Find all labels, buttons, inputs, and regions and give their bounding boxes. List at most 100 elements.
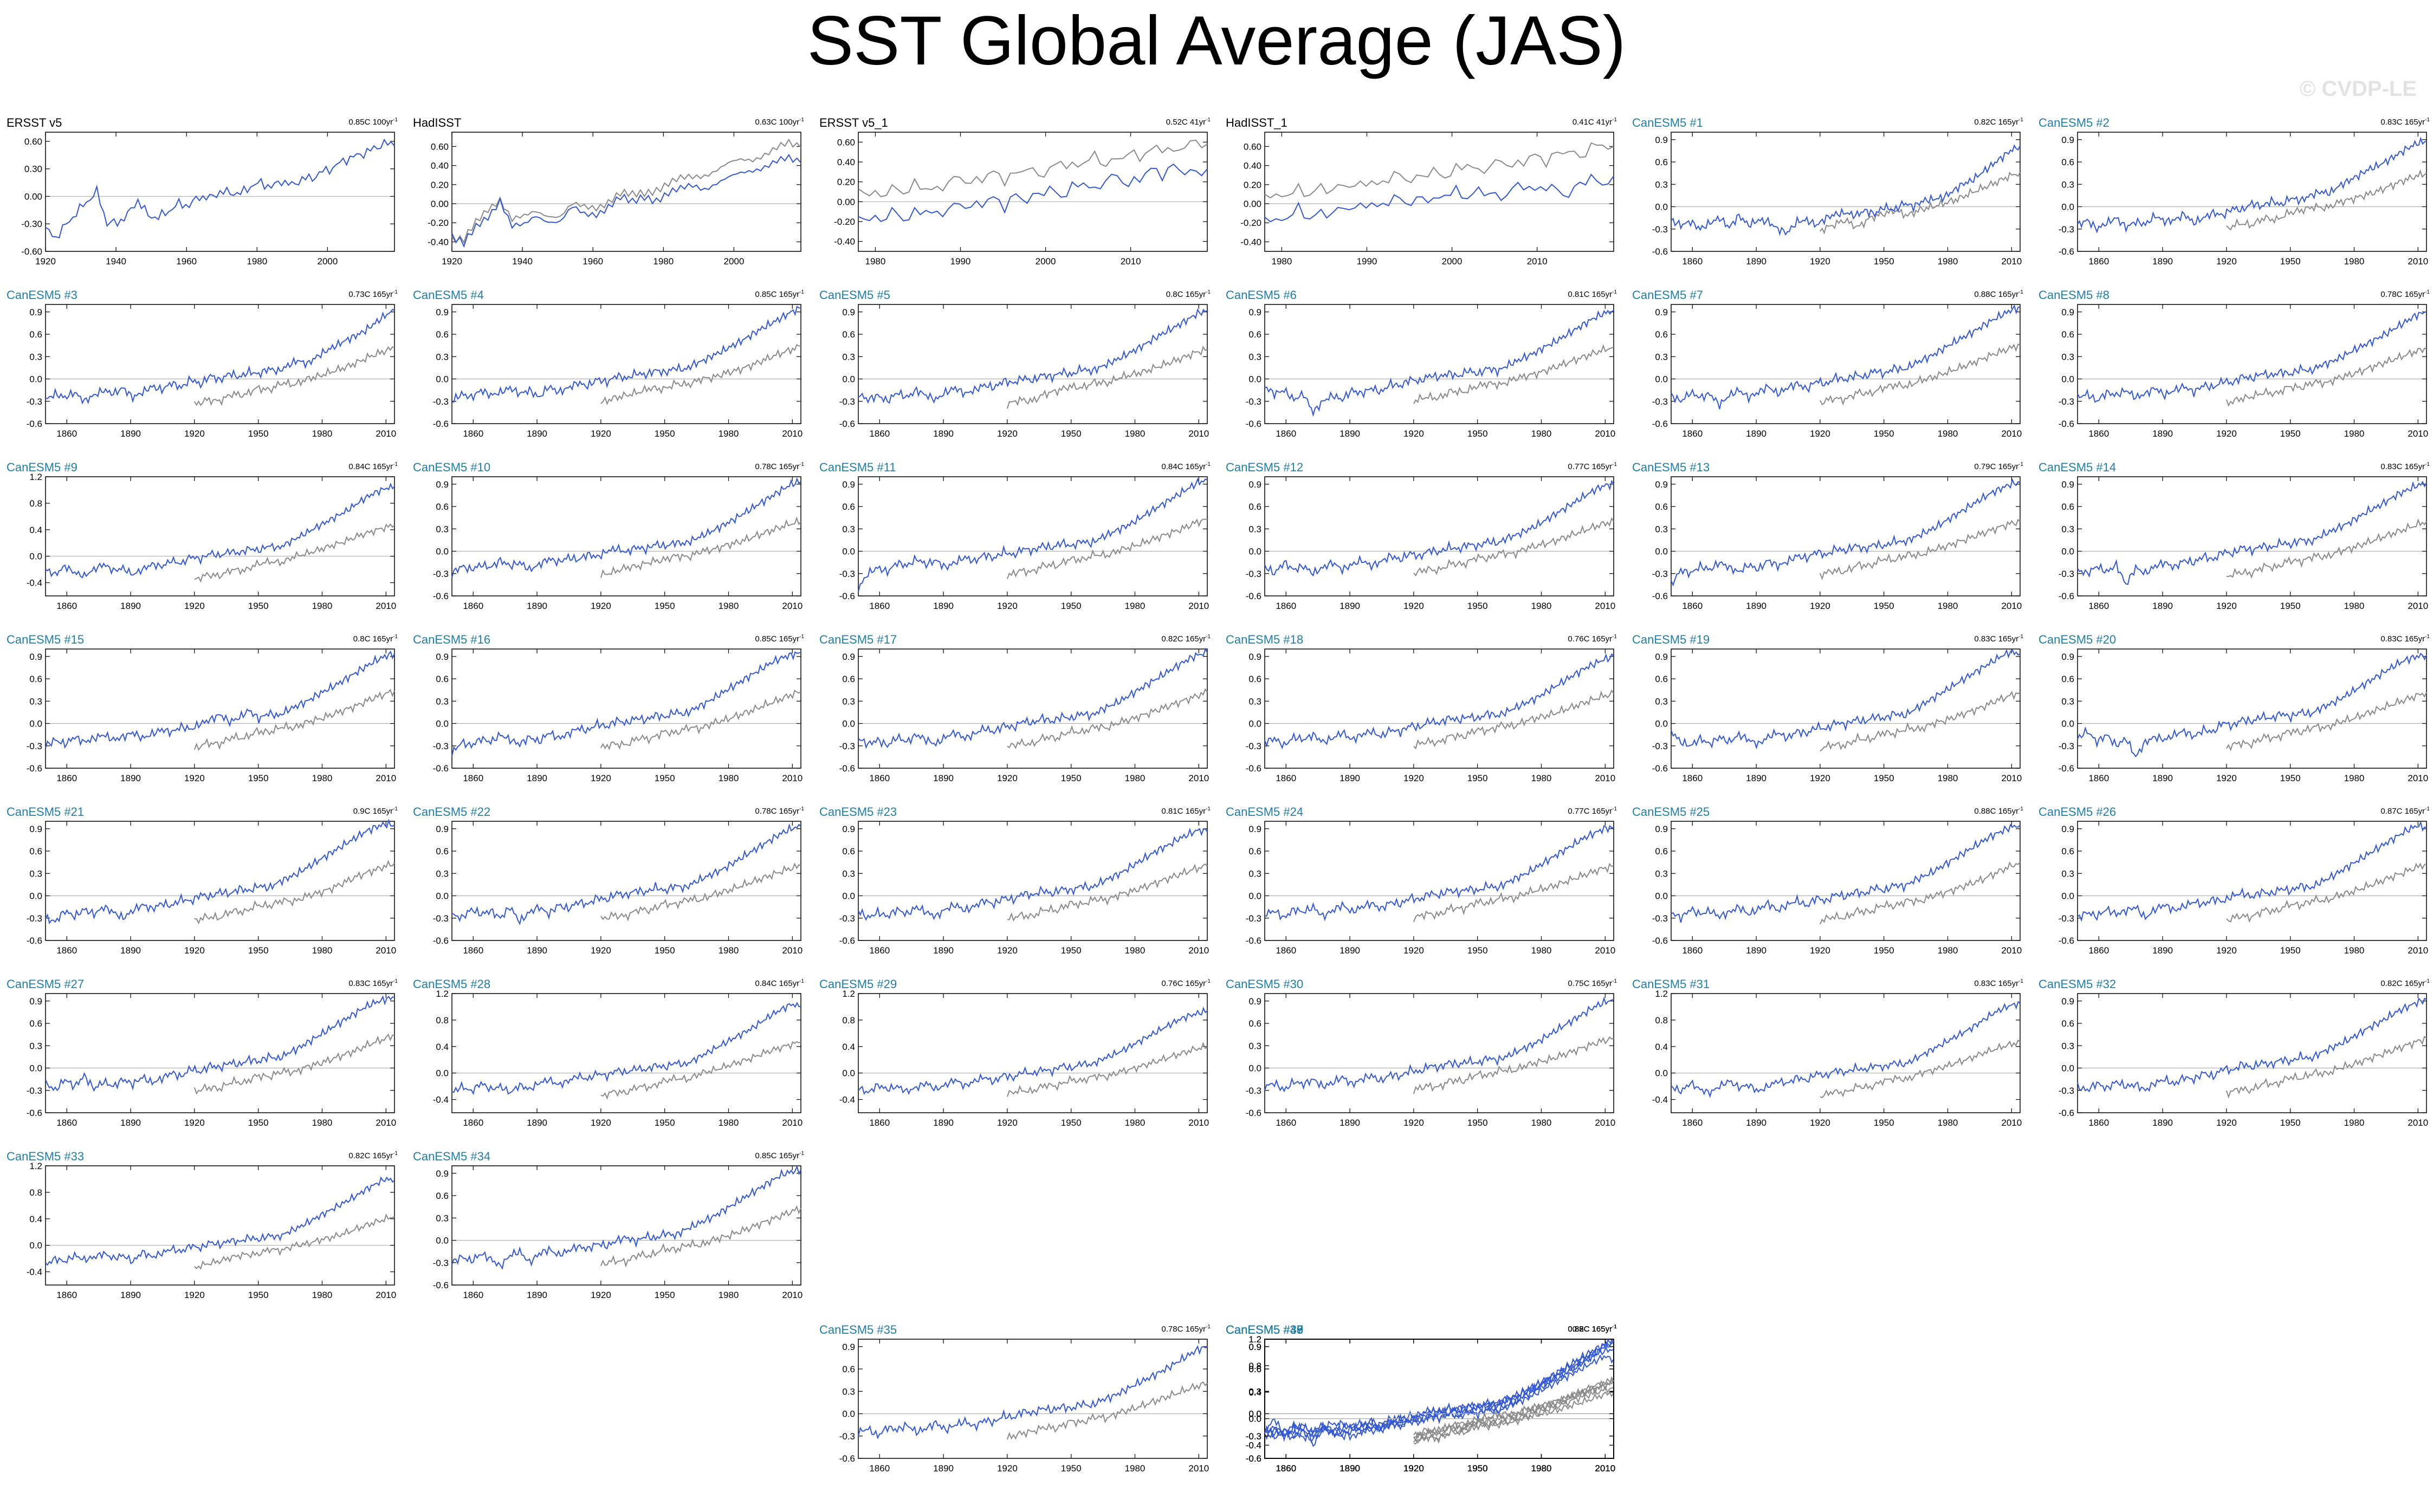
y-tick-label: 0.9 — [1655, 824, 1668, 834]
y-tick-label: 0.0 — [2061, 719, 2074, 729]
panel-title: CanESM5 #15 — [7, 633, 85, 646]
y-tick-label: -0.3 — [1246, 569, 1261, 579]
y-tick-label: 1.2 — [1655, 989, 1668, 999]
series-line — [2077, 137, 2427, 233]
x-tick-label: 1920 — [1403, 1463, 1424, 1474]
x-tick-label: 1860 — [56, 1118, 77, 1128]
trend-exponent: -1 — [2018, 806, 2023, 812]
plot-frame — [858, 476, 1208, 596]
chart-svg: 0.9 0.6 0.3 0.0 -0.3 -0.6 1860 1890 1920 1950 1980… — [1652, 476, 2022, 611]
x-tick-label: 1890 — [2152, 256, 2173, 267]
x-tick-label: 2010 — [2408, 945, 2428, 956]
trend-value: 0.83C 165yr — [2380, 634, 2425, 644]
trend-label: 0.77C 165yr-1 — [1568, 806, 1617, 816]
chart-panel: CanESM5 #36 0.82C 165yr-1 0.9 0.6 0.3 0.0 -0.3… — [1224, 1322, 1630, 1494]
x-tick-label: 2010 — [1595, 1463, 1615, 1474]
y-tick-label: 0.6 — [842, 674, 855, 684]
x-tick-label: 1920 — [442, 256, 462, 267]
series-line — [45, 308, 395, 405]
x-tick-label: 1860 — [869, 429, 890, 439]
trend-value: 0.81C 165yr — [1568, 290, 1613, 299]
x-tick-label: 1860 — [463, 601, 483, 611]
trend-label: 0.81C 165yr-1 — [1161, 806, 1211, 816]
y-tick-label: 0.0 — [436, 719, 449, 729]
chart-panel: CanESM5 #40 0.83C 165yr-1 0.9 0.6 0.3 0.0 -0.3… — [1224, 1322, 1630, 1494]
y-tick-label: 0.3 — [436, 352, 449, 362]
x-tick-label: 1980 — [2344, 773, 2365, 783]
trend-label: 0.88C 165yr-1 — [1974, 289, 2023, 299]
y-tick-label: -0.6 — [1246, 1453, 1261, 1464]
x-tick-label: 1920 — [184, 773, 205, 783]
y-tick-label: 0.3 — [1248, 524, 1261, 534]
y-tick-label: 0.3 — [436, 868, 449, 879]
x-tick-label: 1960 — [583, 256, 603, 267]
reference-line — [194, 346, 395, 406]
trend-value: 0.84C 165yr — [348, 462, 393, 471]
x-tick-label: 1860 — [56, 773, 77, 783]
y-tick-label: -0.4 — [1246, 1440, 1261, 1451]
reference-line — [194, 523, 395, 583]
panel-title: HadISST — [413, 116, 462, 129]
y-tick-label: 0.40 — [837, 157, 855, 167]
y-tick-label: -0.3 — [1652, 397, 1668, 407]
y-tick-label: 0.6 — [436, 329, 449, 340]
x-tick-label: 1890 — [120, 601, 141, 611]
trend-value: 0.85C 100yr — [348, 118, 393, 127]
x-tick-label: 1980 — [1531, 1463, 1552, 1474]
reference-line — [1820, 1039, 2021, 1099]
series-line — [451, 477, 801, 578]
chart-panel: ERSST v5_1 0.52C 41yr-1 0.60 0.40 0.20 0.00 -0… — [817, 115, 1224, 287]
x-tick-label: 1920 — [184, 429, 205, 439]
x-tick-label: 1960 — [176, 256, 197, 267]
x-tick-label: 1890 — [933, 601, 954, 611]
x-tick-label: 1860 — [1276, 945, 1296, 956]
reference-line — [1006, 1381, 1208, 1440]
x-tick-label: 2010 — [2001, 773, 2022, 783]
x-tick-label: 1860 — [2088, 945, 2109, 956]
x-tick-label: 1980 — [719, 773, 739, 783]
series-line — [858, 1007, 1208, 1095]
y-tick-label: 0.3 — [1248, 1386, 1261, 1397]
x-tick-label: 1890 — [933, 945, 954, 956]
x-tick-label: 1980 — [312, 1290, 333, 1300]
trend-exponent: -1 — [1612, 806, 1617, 812]
x-tick-label: 1950 — [1467, 1463, 1488, 1474]
chart-svg: 0.9 0.6 0.3 0.0 -0.3 -0.6 1860 1890 1920 1950 1980… — [839, 476, 1209, 611]
chart-svg: 0.60 0.40 0.20 0.00 -0.20 -0.40 1980 1990 2000 20… — [834, 132, 1208, 267]
y-tick-label: -0.3 — [2059, 913, 2074, 924]
x-tick-label: 1890 — [1746, 1118, 1766, 1128]
panel-title: CanESM5 #30 — [1226, 977, 1304, 991]
y-tick-label: -0.6 — [1246, 763, 1261, 774]
x-tick-label: 1860 — [1276, 601, 1296, 611]
x-tick-label: 1860 — [1682, 256, 1703, 267]
reference-line — [1413, 1391, 1614, 1444]
x-tick-label: 1950 — [1061, 1118, 1082, 1128]
panel-title: CanESM5 #2 — [2039, 116, 2110, 129]
x-tick-label: 1950 — [2280, 601, 2301, 611]
y-tick-label: 0.6 — [842, 502, 855, 512]
x-tick-label: 1860 — [2088, 429, 2109, 439]
reference-line — [1006, 1042, 1208, 1097]
chart-panel: CanESM5 #16 0.85C 165yr-1 0.9 0.6 0.3 0.0 -0.3… — [411, 632, 817, 804]
panel-title: CanESM5 #28 — [413, 977, 491, 991]
trend-exponent: -1 — [1206, 289, 1211, 295]
chart-panel: CanESM5 #20 0.83C 165yr-1 0.9 0.6 0.3 0.0 -0.3… — [2036, 632, 2433, 804]
plot-frame — [1264, 821, 1614, 941]
x-tick-label: 2000 — [317, 256, 338, 267]
chart-panel: CanESM5 #24 0.77C 165yr-1 0.9 0.6 0.3 0.0 -0.3… — [1224, 804, 1630, 976]
x-tick-label: 1920 — [997, 773, 1018, 783]
x-tick-label: 1920 — [184, 601, 205, 611]
trend-exponent: -1 — [799, 289, 804, 295]
x-tick-label: 1860 — [463, 945, 483, 956]
x-tick-label: 1860 — [869, 773, 890, 783]
plot-frame — [45, 476, 395, 596]
y-tick-label: 0.6 — [2061, 1018, 2074, 1029]
x-tick-label: 1890 — [933, 773, 954, 783]
y-tick-label: 0.4 — [1248, 1387, 1261, 1398]
plot-frame — [45, 1165, 395, 1286]
x-tick-label: 1950 — [1467, 601, 1488, 611]
y-tick-label: 0.4 — [1655, 1042, 1668, 1052]
x-tick-label: 1920 — [1403, 945, 1424, 956]
trend-label: 0.82C 165yr-1 — [1568, 1324, 1617, 1334]
plot-frame — [1671, 821, 2021, 941]
